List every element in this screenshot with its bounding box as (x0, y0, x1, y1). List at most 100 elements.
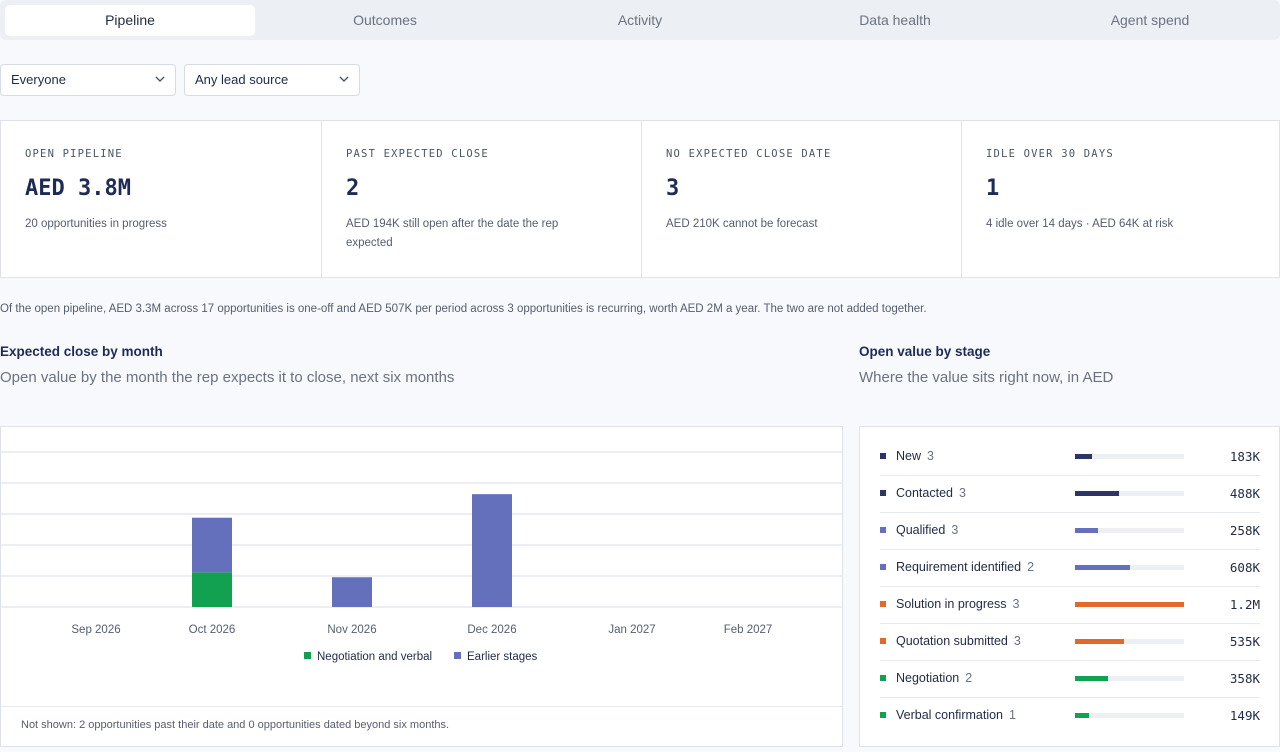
stage-value-bar-fill (1075, 676, 1108, 681)
stage-value-bar-fill (1075, 639, 1124, 644)
stage-row: Quotation submitted 3 535K (880, 624, 1260, 661)
chart-bar (192, 572, 232, 607)
stage-color-dot (880, 675, 886, 681)
stage-value-bar-fill (1075, 454, 1092, 459)
stage-color-dot (880, 564, 886, 570)
kpi-open-pipeline: OPEN PIPELINE AED 3.8M 20 opportunities … (1, 121, 322, 277)
stage-color-dot (880, 638, 886, 644)
stage-value-bar (1075, 602, 1184, 607)
stage-row: Negotiation 2 358K (880, 661, 1260, 698)
kpi-value: 2 (346, 176, 360, 201)
kpi-past-expected-close: PAST EXPECTED CLOSE 2 AED 194K still ope… (322, 121, 642, 277)
stage-count: 3 (1012, 597, 1020, 611)
stage-value-bar-fill (1075, 565, 1131, 570)
kpi-value: 3 (666, 176, 680, 201)
stage-value: 535K (1229, 634, 1260, 649)
kpi-strip: OPEN PIPELINE AED 3.8M 20 opportunities … (0, 120, 1280, 278)
stage-count: 3 (951, 523, 959, 537)
stage-value-bar (1075, 676, 1184, 681)
stage-value-bar (1075, 528, 1184, 533)
kpi-idle-over-30-days: IDLE OVER 30 DAYS 1 4 idle over 14 days … (962, 121, 1279, 277)
chart-legend-swatch (304, 652, 311, 659)
stage-name: Negotiation 2 (896, 671, 973, 685)
stage-name: Verbal confirmation 1 (896, 708, 1016, 722)
pipeline-note: Of the open pipeline, AED 3.3M across 17… (0, 303, 927, 315)
chart-x-tick-label: Sep 2026 (71, 624, 120, 636)
stage-color-dot (880, 490, 886, 496)
kpi-label: IDLE OVER 30 DAYS (986, 148, 1114, 160)
stage-value-bar (1075, 639, 1184, 644)
stage-value: 488K (1229, 486, 1260, 501)
tab-agent-spend[interactable]: Agent spend (1110, 12, 1190, 28)
stage-value: 1.2M (1229, 597, 1260, 612)
stage-count: 2 (1027, 560, 1035, 574)
stage-name: Quotation submitted 3 (896, 634, 1021, 648)
stage-count: 2 (965, 671, 973, 685)
stage-value: 149K (1229, 708, 1260, 723)
stage-count: 3 (958, 486, 966, 500)
stage-row: Solution in progress 3 1.2M (880, 587, 1260, 624)
value-by-stage-panel: New 3 183K Contacted 3 488K Qualified 3 258K Requ… (859, 426, 1280, 747)
stage-name: Requirement identified 2 (896, 560, 1035, 574)
chart-x-tick-label: Dec 2026 (467, 624, 516, 636)
stage-value-bar (1075, 454, 1184, 459)
stage-value: 358K (1229, 671, 1260, 686)
stage-color-dot (880, 527, 886, 533)
stage-color-dot (880, 601, 886, 607)
stage-count: 1 (1009, 708, 1016, 722)
stage-count: 3 (927, 449, 934, 463)
tab-pipeline[interactable]: Pipeline (5, 5, 255, 36)
chart-legend-swatch (454, 652, 461, 659)
owner-filter-select[interactable]: Everyone (0, 64, 176, 96)
tab-bar: Pipeline Outcomes Activity Data health A… (0, 0, 1280, 40)
stage-name: Solution in progress 3 (896, 597, 1020, 611)
stage-value-bar (1075, 491, 1184, 496)
chart-bar (192, 517, 232, 573)
kpi-label: PAST EXPECTED CLOSE (346, 148, 489, 160)
kpi-label: NO EXPECTED CLOSE DATE (666, 148, 832, 160)
stage-color-dot (880, 453, 886, 459)
kpi-subtext: 4 idle over 14 days · AED 64K at risk (986, 218, 1174, 230)
stage-row: Contacted 3 488K (880, 476, 1260, 513)
stage-value-bar-fill (1075, 713, 1089, 718)
chevron-down-icon (155, 76, 165, 82)
kpi-label: OPEN PIPELINE (25, 148, 123, 160)
chart-bar (332, 577, 372, 607)
close-by-month-subtitle: Open value by the month the rep expects … (0, 369, 455, 386)
tab-outcomes[interactable]: Outcomes (353, 12, 417, 28)
chart-legend-label: Earlier stages (467, 651, 538, 663)
owner-filter-value: Everyone (11, 72, 66, 87)
stage-value-bar-fill (1075, 528, 1099, 533)
stage-row: New 3 183K (880, 439, 1260, 476)
stage-value: 258K (1229, 523, 1260, 538)
value-by-stage-subtitle: Where the value sits right now, in AED (859, 369, 1114, 386)
close-by-month-chart-panel: Sep 2026 Oct 2026 Nov 2026 Dec 2026 Jan 2027… (0, 426, 843, 747)
kpi-no-expected-close-date: NO EXPECTED CLOSE DATE 3 AED 210K cannot… (642, 121, 962, 277)
stage-name: Contacted 3 (896, 486, 966, 500)
stage-row: Requirement identified 2 608K (880, 550, 1260, 587)
stage-value-bar-fill (1075, 602, 1184, 607)
lead-source-filter-select[interactable]: Any lead source (184, 64, 360, 96)
close-by-month-chart: Sep 2026 Oct 2026 Nov 2026 Dec 2026 Jan 2027… (1, 451, 842, 663)
chart-legend-label: Negotiation and verbal (317, 651, 432, 663)
chart-x-tick-label: Nov 2026 (327, 624, 376, 636)
stage-value-bar (1075, 713, 1184, 718)
stage-value: 608K (1229, 560, 1260, 575)
tab-data-health[interactable]: Data health (859, 12, 931, 28)
stage-count: 3 (1013, 634, 1021, 648)
chevron-down-icon (339, 76, 349, 82)
stage-value-bar (1075, 565, 1184, 570)
chart-x-tick-label: Feb 2027 (724, 624, 773, 636)
chart-x-tick-label: Jan 2027 (608, 624, 655, 636)
kpi-subtext: 20 opportunities in progress (25, 218, 167, 230)
kpi-value: AED 3.8M (25, 176, 131, 201)
kpi-subtext: AED 194K still open after the date the r… (346, 218, 559, 249)
stage-row: Qualified 3 258K (880, 513, 1260, 550)
tab-activity[interactable]: Activity (617, 12, 663, 28)
stage-value-bar-fill (1075, 491, 1120, 496)
chart-bar (472, 494, 512, 607)
chart-footnote: Not shown: 2 opportunities past their da… (1, 706, 842, 746)
kpi-subtext: AED 210K cannot be forecast (666, 218, 818, 230)
close-by-month-title: Expected close by month (0, 344, 163, 359)
stage-color-dot (880, 712, 886, 718)
